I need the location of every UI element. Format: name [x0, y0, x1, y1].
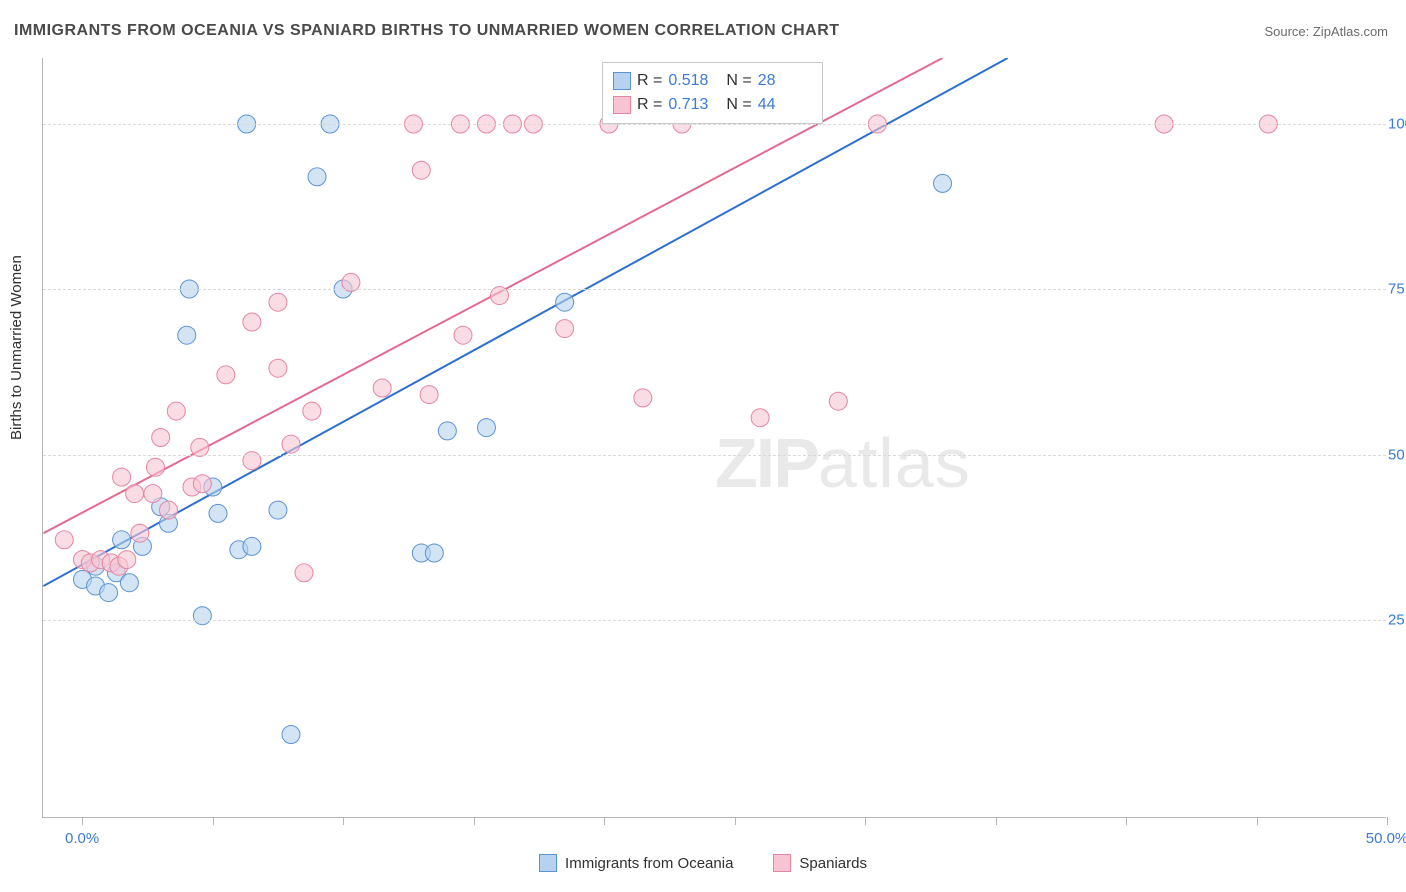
bottom-legend: Immigrants from Oceania Spaniards [0, 854, 1406, 872]
legend-swatch [613, 96, 631, 114]
y-tick-label: 50.0% [1388, 446, 1406, 463]
source-attribution: Source: ZipAtlas.com [1264, 24, 1388, 39]
gridline [43, 455, 1386, 456]
plot-svg [43, 58, 1386, 817]
stats-row: R =0.713N = 44 [613, 93, 810, 117]
x-tick [213, 817, 214, 825]
scatter-point [209, 504, 227, 522]
scatter-point [269, 293, 287, 311]
scatter-point [425, 544, 443, 562]
x-tick-label: 0.0% [65, 830, 99, 847]
scatter-point [120, 574, 138, 592]
scatter-point [295, 564, 313, 582]
x-tick-label: 50.0% [1366, 830, 1406, 847]
x-tick [1387, 817, 1388, 825]
x-tick [604, 817, 605, 825]
scatter-point [243, 313, 261, 331]
y-tick-label: 100.0% [1388, 116, 1406, 133]
scatter-point [412, 161, 430, 179]
x-tick [343, 817, 344, 825]
scatter-point [144, 485, 162, 503]
scatter-point [282, 435, 300, 453]
chart-title: IMMIGRANTS FROM OCEANIA VS SPANIARD BIRT… [14, 22, 840, 40]
legend-label: Immigrants from Oceania [565, 855, 733, 872]
x-tick [82, 817, 83, 825]
scatter-point [126, 485, 144, 503]
scatter-point [113, 531, 131, 549]
scatter-point [420, 386, 438, 404]
scatter-point [193, 475, 211, 493]
stat-value-n: 28 [758, 69, 810, 93]
stat-value-n: 44 [758, 93, 810, 117]
x-tick [735, 817, 736, 825]
stats-row: R =0.518N = 28 [613, 69, 810, 93]
stat-label-n: N = [726, 69, 751, 93]
scatter-point [269, 359, 287, 377]
x-tick [1257, 817, 1258, 825]
stat-value-r: 0.518 [668, 69, 720, 93]
scatter-point [152, 429, 170, 447]
stat-value-r: 0.713 [668, 93, 720, 117]
scatter-point [118, 551, 136, 569]
x-tick [996, 817, 997, 825]
gridline [43, 620, 1386, 621]
legend-swatch [539, 854, 557, 872]
scatter-point [438, 422, 456, 440]
scatter-point [159, 501, 177, 519]
x-tick [474, 817, 475, 825]
scatter-point [829, 392, 847, 410]
scatter-point [556, 293, 574, 311]
y-axis-label: Births to Unmarried Women [8, 255, 25, 440]
legend-item: Immigrants from Oceania [539, 854, 733, 872]
x-tick [865, 817, 866, 825]
scatter-point [373, 379, 391, 397]
legend-item: Spaniards [773, 854, 867, 872]
stat-label-n: N = [726, 93, 751, 117]
scatter-point [454, 326, 472, 344]
scatter-point [282, 726, 300, 744]
legend-label: Spaniards [799, 855, 867, 872]
scatter-point [100, 584, 118, 602]
scatter-point [556, 320, 574, 338]
scatter-point [131, 524, 149, 542]
scatter-plot-area: ZIPatlas R =0.518N =28R =0.713N =44 25.0… [42, 58, 1386, 818]
gridline [43, 124, 1386, 125]
scatter-point [477, 419, 495, 437]
trend-line [43, 58, 1007, 586]
scatter-point [167, 402, 185, 420]
x-tick [1126, 817, 1127, 825]
stat-label-r: R = [637, 93, 662, 117]
legend-swatch [773, 854, 791, 872]
y-tick-label: 75.0% [1388, 281, 1406, 298]
scatter-point [751, 409, 769, 427]
scatter-point [303, 402, 321, 420]
scatter-point [146, 458, 164, 476]
y-tick-label: 25.0% [1388, 611, 1406, 628]
scatter-point [178, 326, 196, 344]
scatter-point [113, 468, 131, 486]
legend-swatch [613, 72, 631, 90]
scatter-point [308, 168, 326, 186]
correlation-stats-box: R =0.518N = 28 R =0.713N = 44 [602, 62, 823, 124]
scatter-point [217, 366, 235, 384]
scatter-point [193, 607, 211, 625]
scatter-point [634, 389, 652, 407]
gridline [43, 289, 1386, 290]
scatter-point [934, 174, 952, 192]
scatter-point [55, 531, 73, 549]
scatter-point [243, 537, 261, 555]
scatter-point [269, 501, 287, 519]
stat-label-r: R = [637, 69, 662, 93]
